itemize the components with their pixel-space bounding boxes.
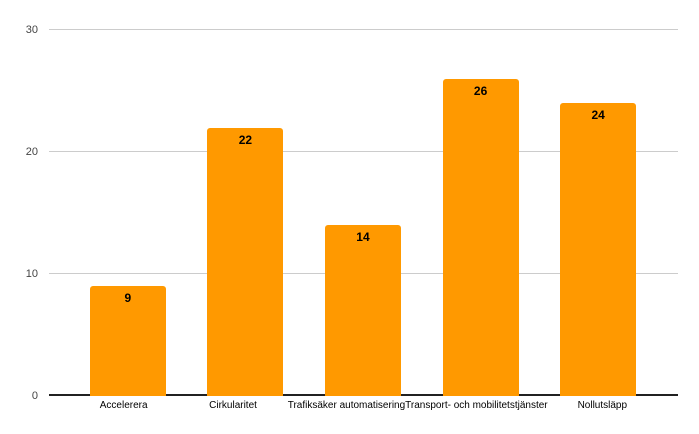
- bar-slot: 24: [539, 30, 657, 396]
- bar-slot: 9: [69, 30, 187, 396]
- category-label: Nollutsläpp: [577, 400, 628, 411]
- bars-area: 9 22 14 26 24: [69, 30, 657, 396]
- gridline: [49, 29, 678, 30]
- bar[interactable]: 26: [442, 78, 519, 396]
- category-label: Transport- och mobilitetstjänster: [405, 400, 548, 411]
- bar-slot: 26: [422, 30, 540, 396]
- gridline: [49, 151, 678, 152]
- category-label: Accelerera: [99, 400, 148, 411]
- bar[interactable]: 24: [560, 103, 637, 396]
- bar-value-label: 22: [238, 132, 253, 147]
- y-tick-label: 10: [25, 267, 38, 280]
- bar[interactable]: 9: [89, 286, 166, 396]
- y-tick-label: 0: [31, 390, 38, 402]
- bar-value-label: 14: [356, 230, 370, 245]
- category-axis: Accelerera Cirkularitet Trafiksäker automa…: [69, 400, 657, 412]
- bar[interactable]: 14: [324, 225, 401, 396]
- bar-value-label: 26: [473, 83, 488, 98]
- bar-slot: 22: [187, 30, 305, 396]
- bar-slot: 14: [304, 30, 422, 396]
- category-label: Trafiksäker automatisering: [287, 400, 406, 411]
- bar-value-label: 24: [591, 108, 605, 123]
- y-tick-label: 30: [25, 24, 38, 36]
- y-axis: 0 10 20 30: [0, 24, 42, 402]
- category-label: Cirkularitet: [209, 400, 257, 411]
- y-tick-label: 20: [25, 145, 38, 158]
- bar-value-label: 9: [124, 291, 132, 306]
- bar[interactable]: 22: [207, 127, 284, 396]
